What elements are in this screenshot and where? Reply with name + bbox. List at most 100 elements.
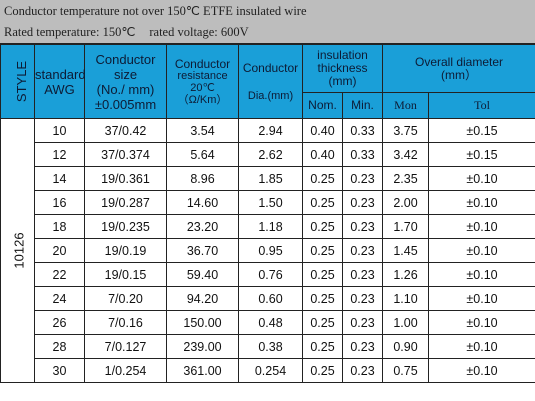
min-cell: 0.23: [341, 310, 384, 335]
dia-cell: 1.18: [238, 214, 303, 239]
resistance-cell: 59.40: [166, 262, 239, 287]
table-body: 10126 10 37/0.42 3.54 2.94 0.40 0.33 3.75 ±0.15 1…: [0, 118, 535, 383]
dia-cell: 1.50: [238, 190, 303, 215]
resistance-cell: 5.64: [166, 142, 239, 167]
spec-sheet: Conductor temperature not over 150℃ ETFE…: [0, 0, 535, 383]
mon-cell: 1.45: [382, 238, 430, 263]
tol-cell: ±0.10: [428, 214, 535, 239]
resistance-cell: 239.00: [166, 334, 239, 359]
table-row: 20 19/0.19 36.70 0.95 0.25 0.23 1.45 ±0.10: [1, 238, 535, 263]
conductor-resistance-header: Conductor resistance 20℃ （Ω/Km）: [166, 44, 239, 119]
tol-cell: ±0.10: [428, 166, 535, 191]
tol-cell: ±0.10: [428, 334, 535, 359]
min-cell: 0.23: [341, 262, 384, 287]
nom-cell: 0.25: [302, 238, 343, 263]
resistance-cell: 14.60: [166, 190, 239, 215]
table-row: 30 1/0.254 361.00 0.254 0.25 0.23 0.75 ±0.10: [1, 358, 535, 383]
nom-cell: 0.25: [302, 190, 343, 215]
size-cell: 19/0.15: [84, 262, 167, 287]
spec-title: Conductor temperature not over 150℃ ETFE…: [4, 4, 307, 18]
mon-cell: 1.10: [382, 286, 430, 311]
insulation-header: insulation thickness (mm): [301, 44, 384, 93]
size-cell: 1/0.254: [84, 358, 167, 383]
conductor-size-header: Conductor size (No./ mm) ±0.005mm: [84, 44, 167, 119]
rating-line: Rated temperature: 150℃ rated voltage: 60…: [4, 22, 535, 43]
resistance-cell: 94.20: [166, 286, 239, 311]
size-cell: 19/0.19: [84, 238, 167, 263]
size-cell: 19/0.235: [84, 214, 167, 239]
size-cell: 7/0.127: [84, 334, 167, 359]
awg-cell: 22: [34, 262, 85, 287]
table-row: 26 7/0.16 150.00 0.48 0.25 0.23 1.00 ±0.10: [1, 310, 535, 335]
insulation-min-header: Min.: [341, 92, 384, 119]
table-row: 28 7/0.127 239.00 0.38 0.25 0.23 0.90 ±0.10: [1, 334, 535, 359]
wire-spec-table: STYLE standard AWG Conductor size (No./ mm)…: [0, 44, 535, 383]
dia-cell: 0.95: [238, 238, 303, 263]
min-cell: 0.23: [341, 214, 384, 239]
min-cell: 0.23: [341, 358, 384, 383]
table-row: 14 19/0.361 8.96 1.85 0.25 0.23 2.35 ±0.10: [1, 166, 535, 191]
awg-cell: 20: [34, 238, 85, 263]
dia-cell: 0.76: [238, 262, 303, 287]
resistance-cell: 150.00: [166, 310, 239, 335]
awg-cell: 26: [34, 310, 85, 335]
nom-cell: 0.25: [302, 310, 343, 335]
size-cell: 19/0.361: [84, 166, 167, 191]
table-row: 24 7/0.20 94.20 0.60 0.25 0.23 1.10 ±0.10: [1, 286, 535, 311]
tol-cell: ±0.10: [428, 358, 535, 383]
mon-cell: 0.90: [382, 334, 430, 359]
tol-cell: ±0.10: [428, 262, 535, 287]
size-cell: 19/0.287: [84, 190, 167, 215]
dia-cell: 0.38: [238, 334, 303, 359]
tol-cell: ±0.10: [428, 286, 535, 311]
dia-cell: 0.60: [238, 286, 303, 311]
min-cell: 0.23: [341, 286, 384, 311]
size-cell: 37/0.42: [84, 118, 167, 143]
awg-cell: 18: [34, 214, 85, 239]
size-cell: 7/0.16: [84, 310, 167, 335]
resistance-cell: 8.96: [166, 166, 239, 191]
style-header: STYLE: [0, 44, 35, 119]
min-cell: 0.23: [341, 190, 384, 215]
tol-cell: ±0.15: [428, 118, 535, 143]
mon-cell: 1.26: [382, 262, 430, 287]
mon-cell: 3.75: [382, 118, 430, 143]
awg-cell: 14: [34, 166, 85, 191]
min-cell: 0.33: [341, 142, 384, 167]
mon-cell: 0.75: [382, 358, 430, 383]
mon-cell: 2.00: [382, 190, 430, 215]
mon-cell: 2.35: [382, 166, 430, 191]
nom-cell: 0.40: [302, 142, 343, 167]
overall-mon-header: Mon: [382, 92, 430, 119]
dia-cell: 0.48: [238, 310, 303, 335]
table-row: 16 19/0.287 14.60 1.50 0.25 0.23 2.00 ±0.10: [1, 190, 535, 215]
table-row: 10126 10 37/0.42 3.54 2.94 0.40 0.33 3.75 ±0.15: [0, 118, 535, 383]
size-cell: 37/0.374: [84, 142, 167, 167]
dia-cell: 2.94: [238, 118, 303, 143]
resistance-cell: 23.20: [166, 214, 239, 239]
size-cell: 7/0.20: [84, 286, 167, 311]
dia-cell: 0.254: [238, 358, 303, 383]
dia-cell: 1.85: [238, 166, 303, 191]
standard-header: standard AWG: [34, 44, 86, 119]
nom-cell: 0.25: [302, 262, 343, 287]
insulation-nom-header: Nom.: [302, 92, 343, 119]
rated-temperature: Rated temperature: 150℃: [4, 25, 136, 39]
tol-cell: ±0.10: [428, 238, 535, 263]
mon-cell: 3.42: [382, 142, 430, 167]
table-row: 22 19/0.15 59.40 0.76 0.25 0.23 1.26 ±0.10: [1, 262, 535, 287]
nom-cell: 0.25: [302, 358, 343, 383]
awg-cell: 28: [34, 334, 85, 359]
min-cell: 0.23: [341, 334, 384, 359]
nom-cell: 0.25: [302, 286, 343, 311]
overall-diameter-header: Overall diameter (mm）: [382, 44, 535, 93]
table-row: 18 19/0.235 23.20 1.18 0.25 0.23 1.70 ±0.10: [1, 214, 535, 239]
tol-cell: ±0.15: [428, 142, 535, 167]
nom-cell: 0.25: [302, 334, 343, 359]
awg-cell: 24: [34, 286, 85, 311]
min-cell: 0.23: [341, 238, 384, 263]
nom-cell: 0.40: [302, 118, 343, 143]
mon-cell: 1.00: [382, 310, 430, 335]
rated-voltage: rated voltage: 600V: [149, 25, 249, 39]
awg-cell: 12: [34, 142, 85, 167]
